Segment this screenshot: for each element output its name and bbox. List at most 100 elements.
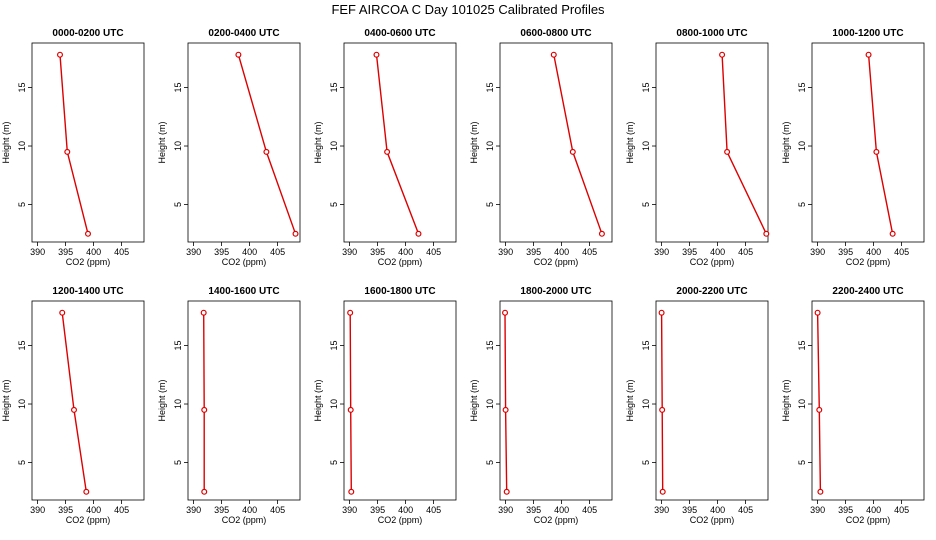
y-tick-label: 15 (485, 82, 495, 92)
profile-line (867, 54, 894, 234)
x-axis-label: CO2 (ppm) (222, 515, 267, 525)
y-tick-label: 5 (797, 202, 807, 207)
x-tick-label: 405 (738, 247, 753, 257)
plot-frame (655, 42, 769, 243)
y-tick-label: 10 (641, 399, 651, 409)
y-axis-label: Height (m) (157, 121, 167, 163)
panel-8: 1400-1600 UTC 390 395 400 405 5 10 15 CO2 (ppm) H… (157, 286, 301, 525)
data-point (598, 230, 605, 237)
panel-12: 2200-2400 UTC 390 395 400 405 5 10 15 CO2 (ppm) H… (781, 286, 925, 525)
y-tick-label: 15 (797, 82, 807, 92)
x-tick-label: 400 (398, 247, 413, 257)
plot-frame (811, 300, 925, 501)
panel-title: 0000-0200 UTC (52, 28, 123, 39)
data-point (550, 51, 557, 58)
panel-title: 1600-1800 UTC (364, 286, 435, 297)
x-tick-label: 405 (114, 247, 129, 257)
plot-frame (31, 300, 145, 501)
plot-frame (655, 300, 769, 501)
y-tick-label: 5 (797, 460, 807, 465)
panel-3: 0400-0600 UTC 390 395 400 405 5 10 15 CO2 (ppm) H… (313, 28, 457, 267)
y-tick-label: 10 (797, 399, 807, 409)
profile-line (59, 54, 89, 234)
y-tick-label: 5 (641, 202, 651, 207)
y-axis-label: Height (m) (469, 379, 479, 421)
panel-title: 2000-2200 UTC (676, 286, 747, 297)
data-point (763, 230, 770, 237)
data-point (263, 148, 270, 155)
plot-frame (187, 300, 301, 501)
y-tick-label: 10 (173, 141, 183, 151)
y-tick-label: 15 (329, 340, 339, 350)
y-tick-label: 15 (173, 82, 183, 92)
x-tick-label: 395 (370, 505, 385, 515)
x-tick-label: 405 (426, 247, 441, 257)
plot-frame (499, 300, 613, 501)
y-tick-label: 10 (485, 141, 495, 151)
panel-2: 0200-0400 UTC 390 395 400 405 5 10 15 CO2 (ppm) H… (157, 28, 301, 267)
x-tick-label: 400 (554, 505, 569, 515)
y-tick-label: 5 (17, 460, 27, 465)
x-tick-label: 405 (738, 505, 753, 515)
y-axis-label: Height (m) (625, 379, 635, 421)
x-tick-label: 395 (526, 505, 541, 515)
plot-frame (187, 42, 301, 243)
x-tick-label: 400 (866, 505, 881, 515)
y-tick-label: 5 (641, 460, 651, 465)
y-tick-label: 10 (17, 141, 27, 151)
x-axis-label: CO2 (ppm) (66, 515, 111, 525)
data-point (292, 230, 299, 237)
data-point (659, 406, 666, 413)
panel-10: 1800-2000 UTC 390 395 400 405 5 10 15 CO2 (ppm) H… (469, 286, 613, 525)
data-point (865, 51, 872, 58)
y-tick-label: 10 (641, 141, 651, 151)
x-tick-label: 405 (582, 247, 597, 257)
y-tick-label: 5 (17, 202, 27, 207)
profile-line (660, 312, 664, 492)
y-tick-label: 5 (173, 202, 183, 207)
profile-line (349, 312, 352, 492)
y-tick-label: 5 (485, 202, 495, 207)
y-axis-label: Height (m) (313, 121, 323, 163)
data-point (569, 148, 576, 155)
panel-6: 1000-1200 UTC 390 395 400 405 5 10 15 CO2 (ppm) H… (781, 28, 925, 267)
y-tick-label: 10 (329, 399, 339, 409)
x-axis-label: CO2 (ppm) (222, 257, 267, 267)
x-tick-label: 390 (654, 505, 669, 515)
data-point (201, 406, 208, 413)
x-tick-label: 400 (710, 505, 725, 515)
panel-title: 0800-1000 UTC (676, 28, 747, 39)
x-tick-label: 395 (838, 505, 853, 515)
profile-line (816, 312, 822, 492)
y-tick-label: 10 (485, 399, 495, 409)
x-tick-label: 405 (426, 505, 441, 515)
x-tick-label: 405 (894, 505, 909, 515)
data-point (70, 406, 77, 413)
y-tick-label: 10 (17, 399, 27, 409)
plot-frame (31, 42, 145, 243)
y-tick-label: 5 (173, 460, 183, 465)
x-tick-label: 395 (682, 247, 697, 257)
x-axis-label: CO2 (ppm) (534, 257, 579, 267)
profile-line (203, 312, 205, 492)
y-axis-label: Height (m) (1, 379, 11, 421)
data-point (56, 51, 63, 58)
x-tick-label: 390 (30, 247, 45, 257)
data-point (817, 488, 824, 495)
y-tick-label: 15 (17, 340, 27, 350)
x-tick-label: 395 (58, 247, 73, 257)
panel-1: 0000-0200 UTC 390 395 400 405 5 10 15 CO2 (ppm) H… (1, 28, 145, 267)
panel-7: 1200-1400 UTC 390 395 400 405 5 10 15 CO2 (ppm) H… (1, 286, 145, 525)
profile-line (504, 312, 508, 492)
panel-11: 2000-2200 UTC 390 395 400 405 5 10 15 CO2 (ppm) H… (625, 286, 769, 525)
y-axis-label: Height (m) (781, 379, 791, 421)
data-point (724, 148, 731, 155)
x-tick-label: 405 (894, 247, 909, 257)
y-tick-label: 15 (485, 340, 495, 350)
data-point (347, 406, 354, 413)
x-tick-label: 395 (214, 247, 229, 257)
data-point (347, 309, 354, 316)
profile-line (61, 312, 87, 492)
data-point (503, 488, 510, 495)
